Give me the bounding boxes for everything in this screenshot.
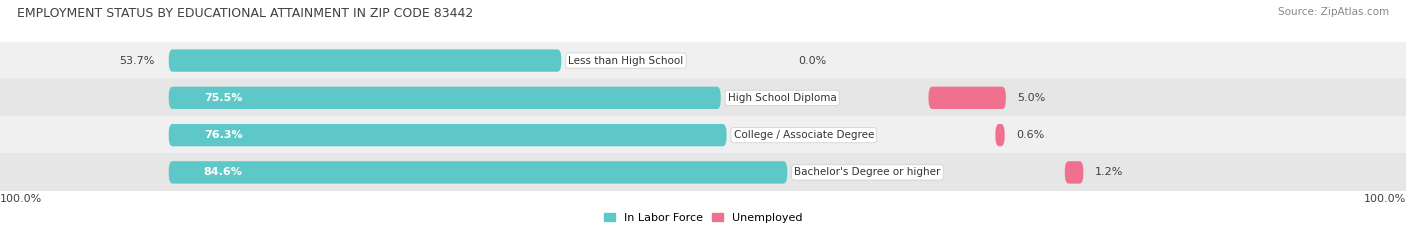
FancyBboxPatch shape [0,79,1406,117]
FancyBboxPatch shape [995,124,1005,146]
Text: Bachelor's Degree or higher: Bachelor's Degree or higher [794,168,941,177]
Text: 84.6%: 84.6% [204,168,243,177]
Text: 0.6%: 0.6% [1017,130,1045,140]
Text: 5.0%: 5.0% [1017,93,1045,103]
Text: 100.0%: 100.0% [1364,194,1406,204]
FancyBboxPatch shape [0,153,1406,192]
FancyBboxPatch shape [169,161,787,184]
FancyBboxPatch shape [1064,161,1084,184]
Text: 75.5%: 75.5% [204,93,242,103]
Text: Source: ZipAtlas.com: Source: ZipAtlas.com [1278,7,1389,17]
Text: College / Associate Degree: College / Associate Degree [734,130,875,140]
Text: Less than High School: Less than High School [568,56,683,65]
Text: 100.0%: 100.0% [0,194,42,204]
FancyBboxPatch shape [169,87,721,109]
FancyBboxPatch shape [928,87,1005,109]
FancyBboxPatch shape [169,49,561,72]
Legend: In Labor Force, Unemployed: In Labor Force, Unemployed [603,213,803,223]
Text: 53.7%: 53.7% [120,56,155,65]
FancyBboxPatch shape [169,124,727,146]
FancyBboxPatch shape [0,116,1406,154]
Text: EMPLOYMENT STATUS BY EDUCATIONAL ATTAINMENT IN ZIP CODE 83442: EMPLOYMENT STATUS BY EDUCATIONAL ATTAINM… [17,7,474,20]
Text: 76.3%: 76.3% [204,130,242,140]
Text: 1.2%: 1.2% [1095,168,1123,177]
Text: High School Diploma: High School Diploma [728,93,837,103]
Text: 0.0%: 0.0% [797,56,827,65]
FancyBboxPatch shape [0,41,1406,80]
